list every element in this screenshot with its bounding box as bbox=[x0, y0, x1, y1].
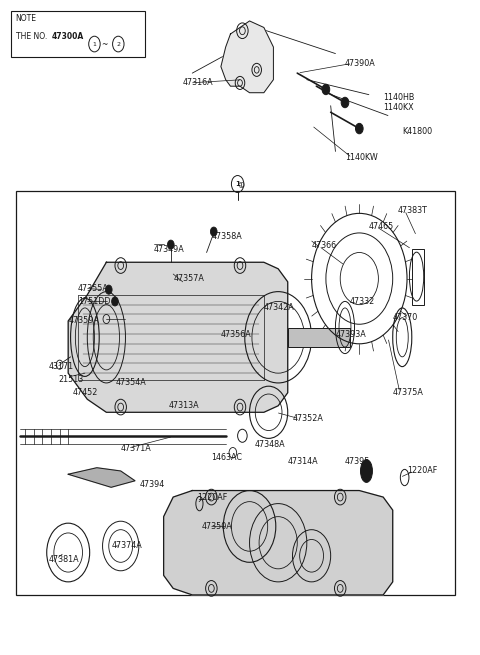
Text: 47393A: 47393A bbox=[336, 329, 366, 339]
Text: 2: 2 bbox=[116, 41, 120, 47]
Text: 47465: 47465 bbox=[369, 222, 394, 231]
Polygon shape bbox=[68, 262, 288, 412]
Text: 47359A: 47359A bbox=[68, 316, 99, 326]
Text: 47314A: 47314A bbox=[288, 457, 318, 466]
Text: 47390A: 47390A bbox=[345, 59, 376, 68]
FancyBboxPatch shape bbox=[11, 11, 144, 57]
Bar bbox=[16, 191, 455, 595]
Text: K41800: K41800 bbox=[402, 127, 432, 136]
Text: 47371A: 47371A bbox=[120, 443, 152, 453]
Text: 47381A: 47381A bbox=[49, 555, 80, 563]
Circle shape bbox=[322, 84, 330, 95]
Text: 47352A: 47352A bbox=[292, 415, 324, 423]
Text: 47375A: 47375A bbox=[393, 388, 423, 397]
Circle shape bbox=[356, 123, 363, 134]
Text: 47342A: 47342A bbox=[264, 303, 295, 312]
Text: 47357A: 47357A bbox=[173, 274, 204, 283]
Text: 47358A: 47358A bbox=[211, 232, 242, 240]
Text: 47394: 47394 bbox=[140, 479, 165, 489]
Text: ①: ① bbox=[238, 181, 245, 190]
Circle shape bbox=[112, 297, 118, 306]
Text: 47316A: 47316A bbox=[183, 79, 213, 87]
Text: 47366: 47366 bbox=[312, 242, 336, 250]
Text: 47313A: 47313A bbox=[168, 402, 199, 410]
Text: 43171: 43171 bbox=[49, 362, 74, 371]
Text: 1: 1 bbox=[93, 41, 96, 47]
Bar bbox=[288, 328, 350, 347]
Text: NOTE: NOTE bbox=[16, 14, 36, 24]
Circle shape bbox=[341, 97, 349, 107]
Circle shape bbox=[168, 240, 174, 250]
Text: 1220AF: 1220AF bbox=[407, 466, 437, 476]
Polygon shape bbox=[221, 21, 274, 93]
Bar bbox=[412, 250, 424, 305]
Circle shape bbox=[210, 227, 217, 236]
Text: THE NO.: THE NO. bbox=[16, 31, 49, 41]
Circle shape bbox=[106, 285, 112, 294]
Polygon shape bbox=[68, 468, 135, 487]
Text: 47370: 47370 bbox=[393, 313, 418, 322]
Text: 47332: 47332 bbox=[350, 297, 375, 306]
Text: 47355A: 47355A bbox=[78, 284, 108, 293]
Text: 1140HB
1140KX: 1140HB 1140KX bbox=[383, 93, 415, 112]
Text: 47452: 47452 bbox=[73, 388, 98, 397]
Text: 47300A: 47300A bbox=[51, 31, 84, 41]
Text: 47350A: 47350A bbox=[202, 522, 233, 531]
Text: 47348A: 47348A bbox=[254, 440, 285, 449]
Text: 1140KW: 1140KW bbox=[345, 153, 378, 162]
Text: 47374A: 47374A bbox=[111, 542, 142, 550]
Text: 21513: 21513 bbox=[59, 375, 84, 384]
Text: ~: ~ bbox=[102, 39, 108, 48]
Polygon shape bbox=[164, 491, 393, 595]
Text: 47354A: 47354A bbox=[116, 379, 147, 388]
Text: 47356A: 47356A bbox=[221, 329, 252, 339]
Text: 1463AC: 1463AC bbox=[211, 453, 242, 462]
Text: 47349A: 47349A bbox=[154, 245, 185, 253]
Ellipse shape bbox=[360, 460, 372, 482]
Text: 1: 1 bbox=[235, 181, 240, 187]
Text: 47395: 47395 bbox=[345, 457, 371, 466]
Text: 47383T: 47383T bbox=[397, 206, 427, 215]
Text: 1751DD: 1751DD bbox=[78, 297, 110, 306]
Text: 1220AF: 1220AF bbox=[197, 493, 228, 502]
